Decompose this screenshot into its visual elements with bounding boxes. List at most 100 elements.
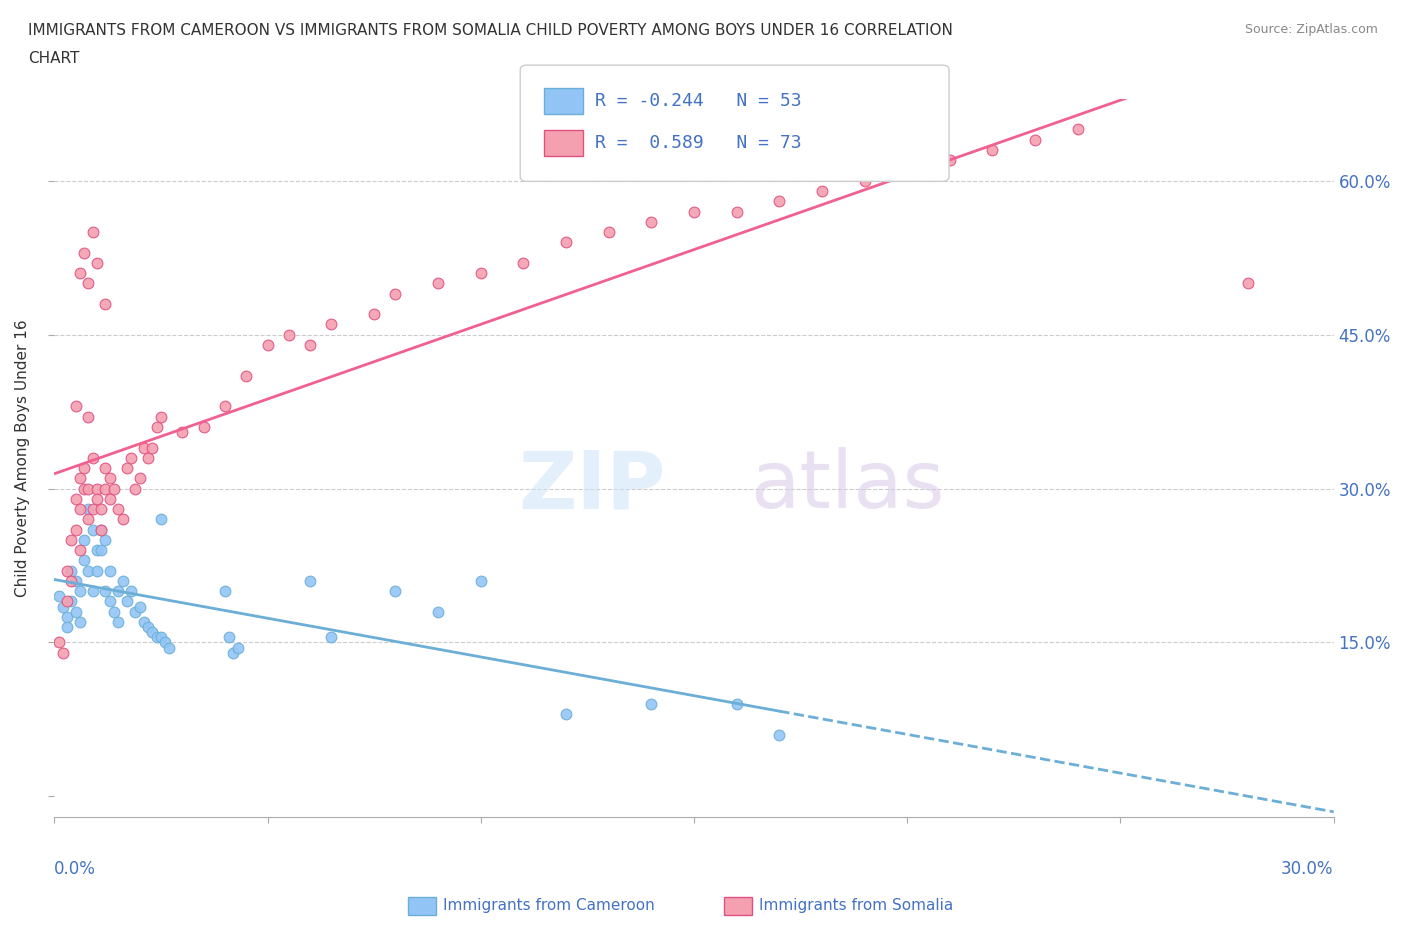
Point bbox=[82, 501, 104, 516]
Point bbox=[111, 574, 134, 589]
Point bbox=[132, 615, 155, 630]
Point bbox=[94, 532, 117, 547]
Point bbox=[470, 574, 492, 589]
Point bbox=[149, 409, 172, 424]
Point bbox=[90, 543, 112, 558]
Point bbox=[73, 553, 96, 568]
Point bbox=[69, 615, 91, 630]
Point bbox=[52, 645, 75, 660]
Point bbox=[149, 512, 172, 526]
Point bbox=[1067, 122, 1090, 137]
Text: R = -0.244   N = 53: R = -0.244 N = 53 bbox=[595, 92, 801, 111]
Point bbox=[98, 564, 121, 578]
Point bbox=[384, 286, 406, 301]
Point bbox=[427, 276, 450, 291]
Point bbox=[226, 640, 249, 655]
Point bbox=[363, 307, 385, 322]
Point bbox=[65, 491, 87, 506]
Point bbox=[172, 425, 194, 440]
Point bbox=[981, 142, 1004, 157]
Point bbox=[141, 625, 163, 640]
Point bbox=[124, 604, 146, 619]
Point bbox=[69, 471, 91, 485]
Point bbox=[725, 204, 748, 219]
Text: R =  0.589   N = 73: R = 0.589 N = 73 bbox=[595, 134, 801, 153]
Point bbox=[107, 584, 129, 599]
Point bbox=[470, 266, 492, 281]
Point bbox=[683, 204, 706, 219]
Point bbox=[811, 183, 834, 198]
Point bbox=[86, 491, 108, 506]
Point bbox=[321, 630, 343, 644]
Point bbox=[555, 707, 578, 722]
Point bbox=[90, 522, 112, 537]
Point bbox=[82, 225, 104, 240]
Point bbox=[256, 338, 278, 352]
Point bbox=[103, 481, 125, 496]
Point bbox=[65, 574, 87, 589]
Point bbox=[60, 594, 83, 609]
Text: ZIP: ZIP bbox=[517, 447, 665, 525]
Point bbox=[65, 604, 87, 619]
Point bbox=[65, 399, 87, 414]
Point bbox=[98, 471, 121, 485]
Point bbox=[141, 440, 163, 455]
Point bbox=[82, 450, 104, 465]
Point bbox=[115, 594, 138, 609]
Point bbox=[56, 609, 79, 624]
Point bbox=[69, 266, 91, 281]
Point bbox=[69, 501, 91, 516]
Point bbox=[94, 460, 117, 475]
Point bbox=[86, 481, 108, 496]
Point bbox=[73, 460, 96, 475]
Point bbox=[640, 697, 662, 711]
Point bbox=[128, 471, 150, 485]
Point bbox=[60, 574, 83, 589]
Point bbox=[103, 604, 125, 619]
Point bbox=[77, 409, 100, 424]
Point bbox=[120, 450, 142, 465]
Text: Source: ZipAtlas.com: Source: ZipAtlas.com bbox=[1244, 23, 1378, 36]
Point bbox=[299, 338, 322, 352]
Point bbox=[77, 276, 100, 291]
Point bbox=[214, 584, 236, 599]
Point bbox=[124, 481, 146, 496]
Point bbox=[69, 543, 91, 558]
Point bbox=[90, 522, 112, 537]
Point bbox=[56, 564, 79, 578]
Text: atlas: atlas bbox=[751, 447, 945, 525]
Point bbox=[52, 599, 75, 614]
Point bbox=[896, 163, 918, 178]
Point bbox=[136, 450, 159, 465]
Point bbox=[512, 256, 534, 271]
Point bbox=[235, 368, 257, 383]
Point bbox=[90, 501, 112, 516]
Point bbox=[107, 501, 129, 516]
Point bbox=[598, 225, 620, 240]
Point bbox=[1024, 132, 1046, 147]
Point bbox=[640, 215, 662, 230]
Point bbox=[218, 630, 240, 644]
Point bbox=[73, 532, 96, 547]
Point bbox=[111, 512, 134, 526]
Text: 0.0%: 0.0% bbox=[55, 860, 96, 878]
Point bbox=[153, 635, 176, 650]
Point bbox=[48, 589, 70, 604]
Text: 30.0%: 30.0% bbox=[1281, 860, 1334, 878]
Point bbox=[94, 481, 117, 496]
Point bbox=[145, 419, 167, 434]
Point bbox=[77, 501, 100, 516]
Point bbox=[60, 532, 83, 547]
Point bbox=[132, 440, 155, 455]
Point bbox=[77, 512, 100, 526]
Point bbox=[60, 564, 83, 578]
Point bbox=[94, 584, 117, 599]
Point bbox=[48, 635, 70, 650]
Point bbox=[939, 153, 962, 167]
Point bbox=[65, 522, 87, 537]
Point bbox=[77, 481, 100, 496]
Point bbox=[86, 564, 108, 578]
Point bbox=[222, 645, 245, 660]
Point bbox=[299, 574, 322, 589]
Point bbox=[149, 630, 172, 644]
